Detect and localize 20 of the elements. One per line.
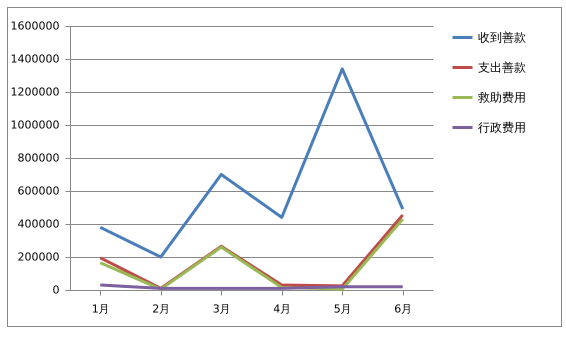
y-tick-label: 0: [52, 284, 60, 296]
legend-label: 行政费用: [478, 120, 526, 134]
x-tick-label: 6月: [394, 302, 412, 316]
x-tick-label: 5月: [334, 302, 352, 316]
x-tick-label: 2月: [152, 302, 170, 316]
y-tick-label: 1400000: [10, 52, 60, 66]
y-tick-label: 1000000: [10, 118, 60, 132]
y-tick-label: 200000: [18, 250, 60, 264]
legend-label: 支出善款: [478, 60, 526, 74]
y-tick-label: 400000: [18, 218, 60, 230]
y-tick-label: 600000: [18, 184, 60, 198]
y-tick-label: 800000: [18, 152, 60, 164]
x-tick-label: 3月: [212, 302, 231, 316]
y-tick-label: 1600000: [10, 20, 60, 32]
y-tick-label: 1200000: [10, 86, 60, 98]
legend-label: 救助费用: [477, 90, 526, 104]
line-series: [98, 67, 404, 258]
legend-label: 收到善款: [478, 30, 526, 44]
x-tick-label: 1月: [92, 302, 110, 316]
x-tick-label: 4月: [273, 302, 292, 316]
